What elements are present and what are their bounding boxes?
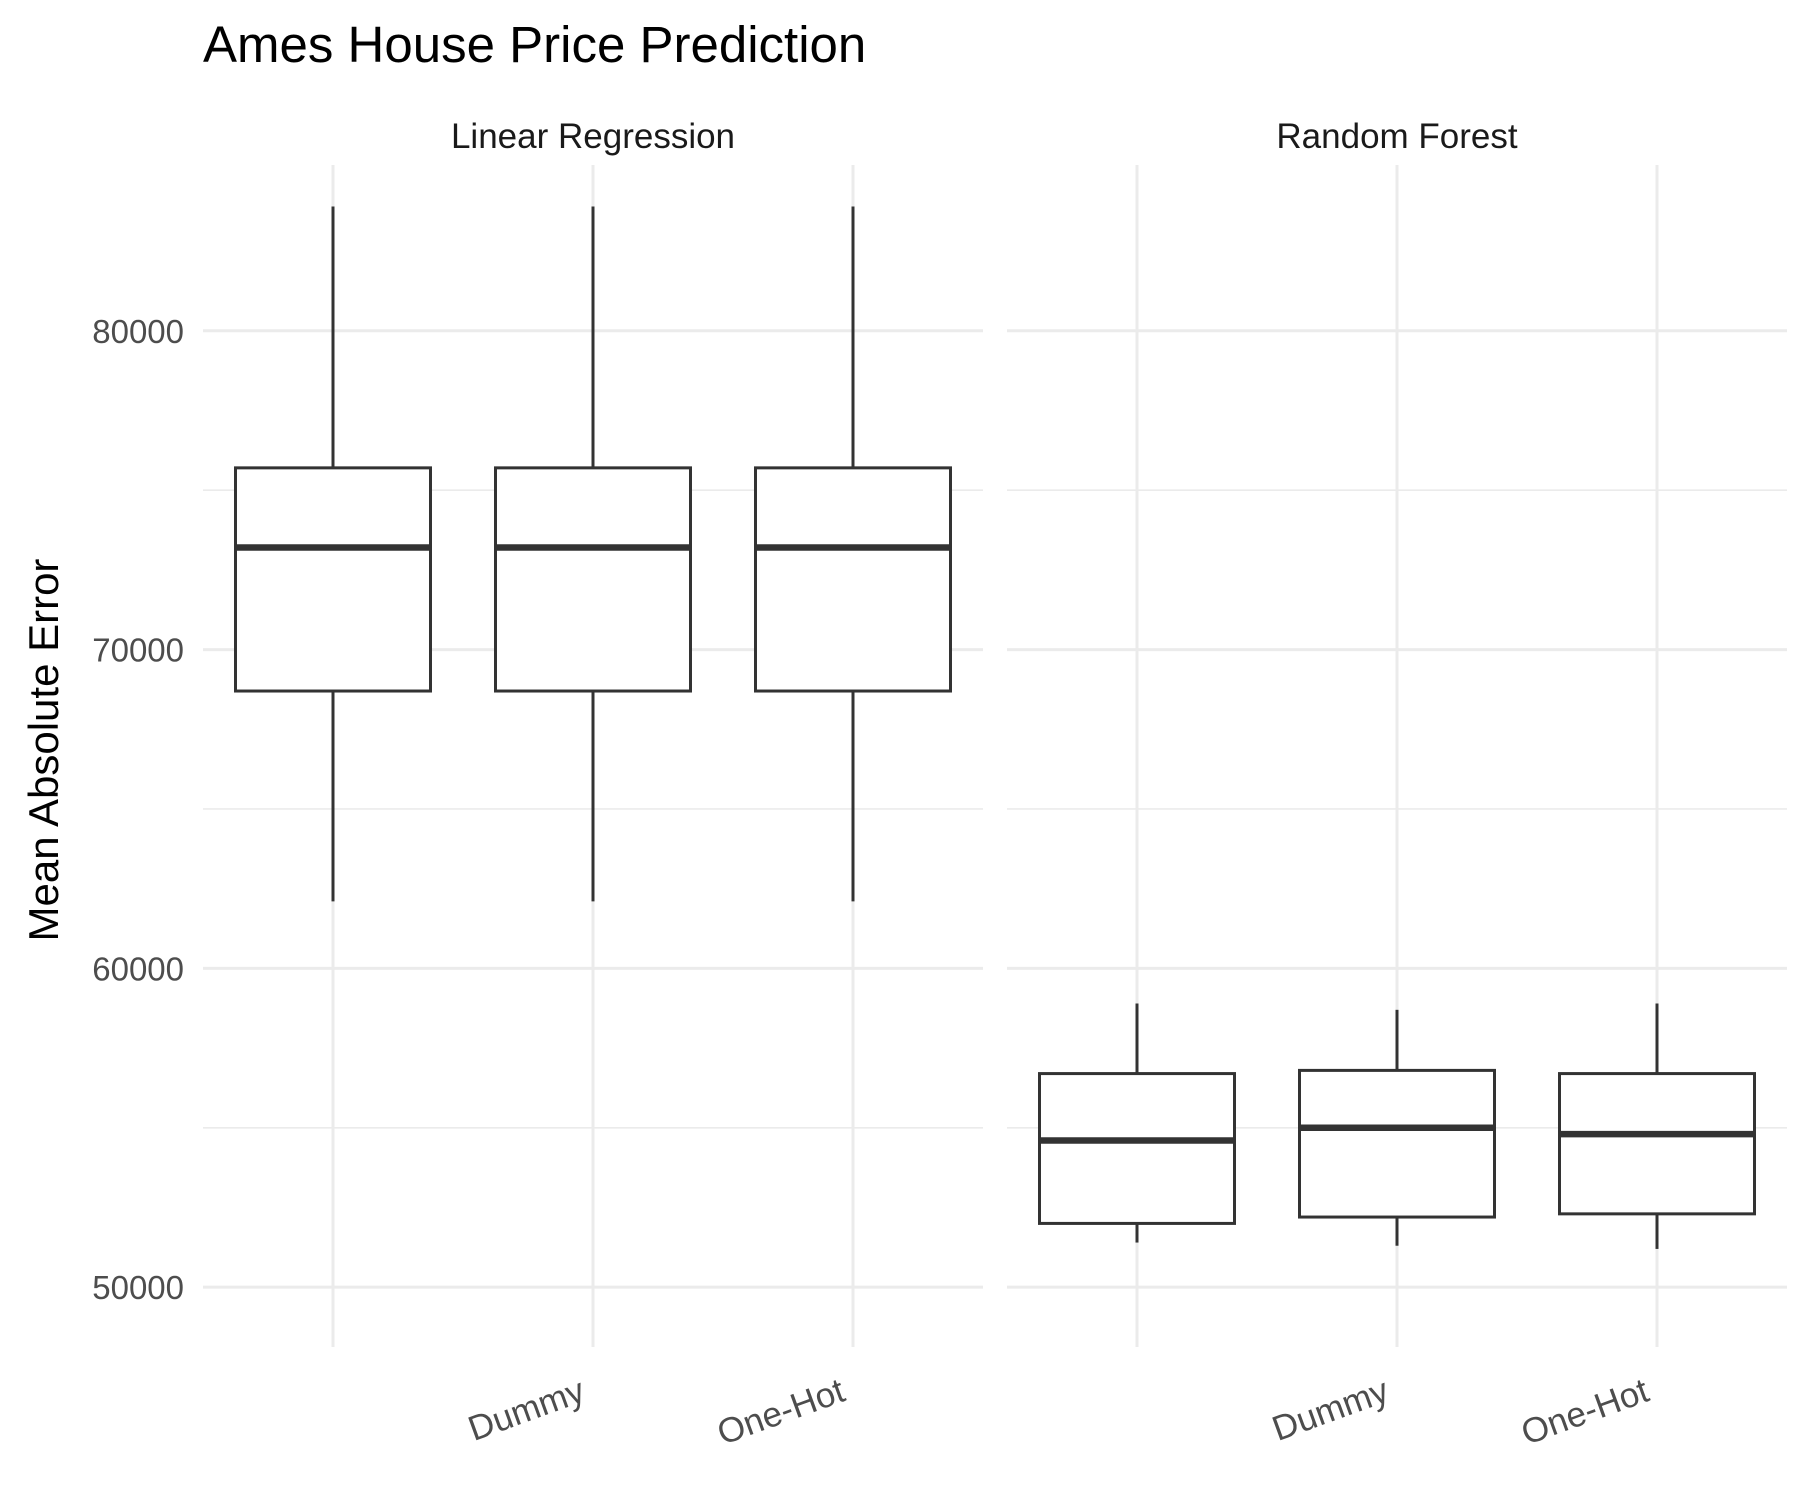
chart-title: Ames House Price Prediction — [203, 16, 866, 73]
facet-panels: 50000 60000 70000 80000 Linear Regression Dum… — [92, 117, 1787, 1453]
y-tick-label: 60000 — [92, 950, 184, 987]
y-tick-label: 50000 — [92, 1269, 184, 1306]
box-body — [494, 466, 692, 693]
box-0-1 — [494, 206, 692, 902]
facet-strip-label: Random Forest — [1276, 117, 1517, 156]
box-body — [234, 466, 432, 693]
x-tick-label: Dummy — [463, 1371, 590, 1449]
box-1-1 — [1298, 1009, 1496, 1246]
y-tick-label: 80000 — [92, 313, 184, 350]
box-body — [1038, 1072, 1236, 1225]
box-1-2 — [1558, 1003, 1756, 1249]
x-tick-label: One-Hot — [712, 1371, 850, 1453]
box-body — [1558, 1072, 1756, 1216]
box-body — [1298, 1068, 1496, 1219]
box-0-2 — [754, 206, 952, 902]
y-axis-label: Mean Absolute Error — [20, 559, 67, 942]
facet-panel-1: Random Forest Dummy One-Hot — [1007, 117, 1787, 1453]
facet-panel-0: Linear Regression Dummy One-Hot — [203, 117, 983, 1453]
x-tick-label: One-Hot — [1516, 1371, 1654, 1453]
box-body — [754, 466, 952, 693]
facet-strip-label: Linear Regression — [451, 117, 735, 156]
x-tick-label: Dummy — [1267, 1371, 1394, 1449]
y-tick-label: 70000 — [92, 632, 184, 669]
box-0-0 — [234, 206, 432, 902]
box-1-0 — [1038, 1003, 1236, 1243]
